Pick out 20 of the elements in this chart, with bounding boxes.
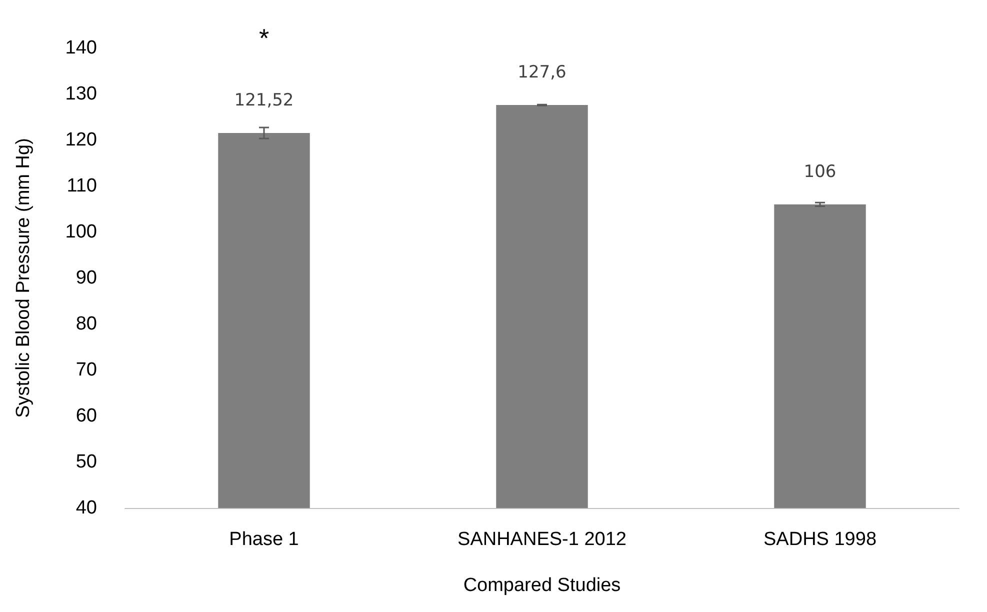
y-tick-label: 50 [76,452,97,472]
annotation: * [258,23,270,53]
data-label: 127,6 [518,62,566,83]
y-tick-label: 120 [65,130,97,150]
y-tick-label: 70 [76,360,97,380]
data-label: 106 [804,162,836,182]
data-label: 121,52 [234,90,294,111]
y-tick-label: 110 [66,176,97,196]
x-tick-label: SANHANES-1 2012 [458,529,626,550]
x-axis-title: Compared Studies [463,575,621,596]
x-tick-label: Phase 1 [229,529,299,550]
y-tick-label: 60 [76,406,97,426]
x-tick-label: SADHS 1998 [763,529,877,550]
y-tick-label: 90 [76,268,97,288]
y-tick-label: 140 [65,38,97,58]
y-tick-label: 130 [65,84,97,104]
y-tick-label: 40 [76,498,97,518]
y-axis-title: Systolic Blood Pressure (mm Hg) [13,138,34,418]
y-tick-label: 80 [76,314,97,334]
y-tick-label: 100 [65,222,97,242]
